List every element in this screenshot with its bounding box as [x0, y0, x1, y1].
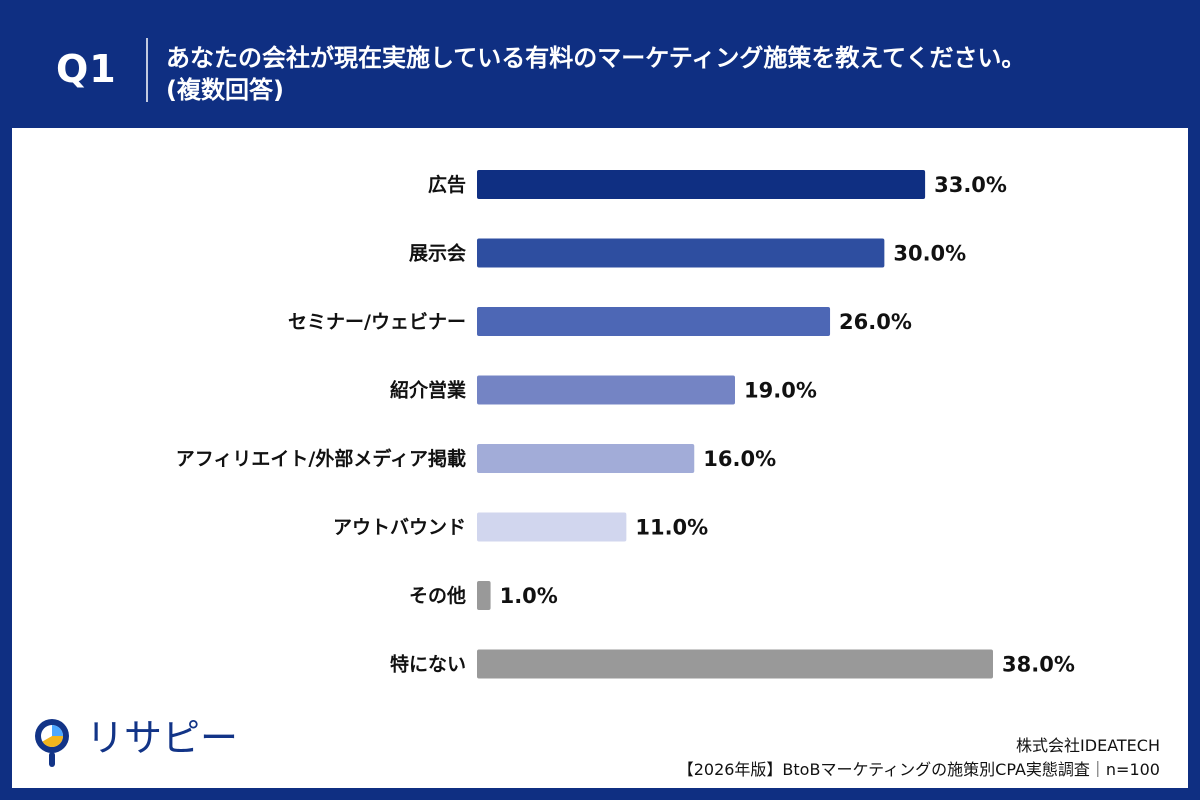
value-label-0: 33.0% — [934, 173, 1007, 197]
value-label-1: 30.0% — [893, 242, 966, 266]
bar-7 — [477, 649, 993, 679]
source-footer: 株式会社IDEATECH 【2026年版】BtoBマーケティングの施策別CPA実… — [678, 734, 1160, 782]
value-label-7: 38.0% — [1002, 653, 1075, 677]
risapy-logo: リサピー — [31, 715, 238, 773]
bar-3 — [477, 375, 735, 405]
category-label-1: 展示会 — [409, 242, 466, 265]
bar-2 — [477, 307, 831, 336]
category-label-4: アフィリエイト/外部メディア掲載 — [176, 447, 466, 470]
bar-4 — [477, 444, 695, 473]
question-number: Q1 — [56, 47, 117, 91]
question-line-1: あなたの会社が現在実施している有料のマーケティング施策を教えてください。 — [166, 44, 1026, 72]
survey-title: 【2026年版】BtoBマーケティングの施策別CPA実態調査｜n=100 — [677, 760, 1160, 779]
map-pin-logo-icon — [35, 719, 69, 767]
category-label-7: 特にない — [390, 654, 466, 676]
category-label-0: 広告 — [428, 173, 466, 196]
category-label-5: アウトバウンド — [333, 517, 466, 539]
bar-1 — [477, 238, 885, 268]
bar-5 — [477, 512, 627, 542]
value-label-5: 11.0% — [635, 516, 708, 540]
header-divider — [146, 38, 148, 102]
survey-header: Q1 あなたの会社が現在実施している有料のマーケティング施策を教えてください。 … — [0, 0, 1200, 128]
question-text: あなたの会社が現在実施している有料のマーケティング施策を教えてください。 (複数… — [166, 42, 1146, 106]
bar-6 — [477, 581, 491, 610]
logo-wordmark: リサピー — [86, 716, 239, 760]
company-name: 株式会社IDEATECH — [1016, 736, 1160, 755]
category-label-6: その他 — [409, 584, 466, 607]
bar-0 — [477, 170, 926, 199]
value-label-6: 1.0% — [500, 584, 558, 608]
value-label-3: 19.0% — [744, 379, 817, 403]
category-label-2: セミナー/ウェビナー — [288, 311, 466, 333]
category-label-3: 紹介営業 — [390, 379, 467, 402]
value-label-2: 26.0% — [839, 310, 912, 334]
question-line-2: (複数回答) — [166, 76, 284, 104]
value-label-4: 16.0% — [703, 447, 776, 471]
